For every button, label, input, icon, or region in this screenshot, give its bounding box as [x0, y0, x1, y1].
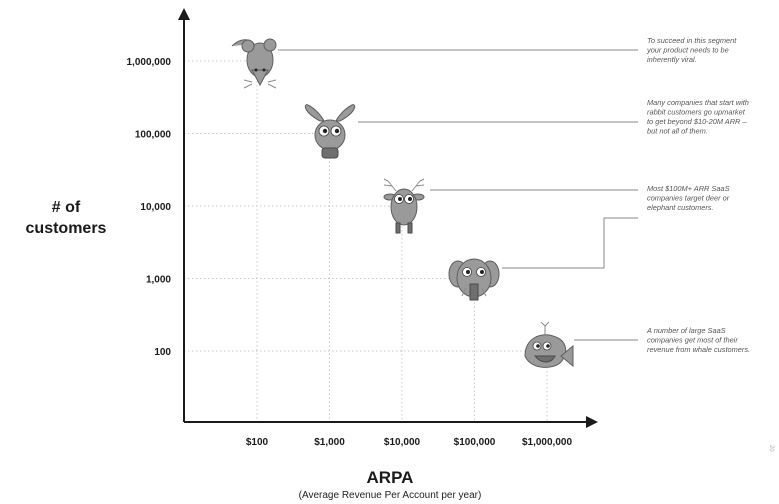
guide-lines	[184, 60, 548, 422]
x-tick-label: $100	[246, 437, 269, 448]
y-tick-label: 1,000,000	[127, 57, 172, 68]
leader-elephant	[502, 217, 638, 269]
x-tick-label: $1,000	[314, 437, 345, 448]
x-tick-label: $1,000,000	[522, 437, 572, 448]
whale-icon	[524, 321, 574, 368]
y-tick-label: 100,000	[135, 130, 172, 141]
rabbit-icon	[304, 104, 356, 159]
y-axis-title-line-2: customers	[26, 220, 107, 237]
deer-icon	[383, 178, 425, 234]
x-tick-label: $100,000	[454, 437, 496, 448]
x-tick-labels: $100 $1,000 $10,000 $100,000 $1,000,000	[246, 437, 573, 448]
y-tick-label: 1,000	[146, 275, 171, 286]
annotation-mouse: To succeed in this segment your product …	[646, 36, 738, 64]
x-axis-subtitle: (Average Revenue Per Account per year)	[299, 490, 482, 501]
y-tick-label: 100	[154, 347, 171, 358]
annotation-whale: A number of large SaaS companies get mos…	[646, 326, 750, 354]
y-axis-title-line-1: # of	[52, 199, 81, 216]
y-tick-label: 10,000	[140, 202, 171, 213]
mouse-icon	[231, 38, 277, 89]
x-axis-title: ARPA	[367, 468, 414, 487]
x-tick-label: $10,000	[384, 437, 421, 448]
y-tick-labels: 100 1,000 10,000 100,000 1,000,000	[127, 57, 172, 358]
annotation-rabbit: Many companies that start with rabbit cu…	[647, 98, 751, 136]
side-mark: 20	[768, 445, 774, 452]
elephant-icon	[448, 258, 500, 301]
annotation-deer-elephant: Most $100M+ ARR SaaS companies target de…	[647, 184, 732, 212]
